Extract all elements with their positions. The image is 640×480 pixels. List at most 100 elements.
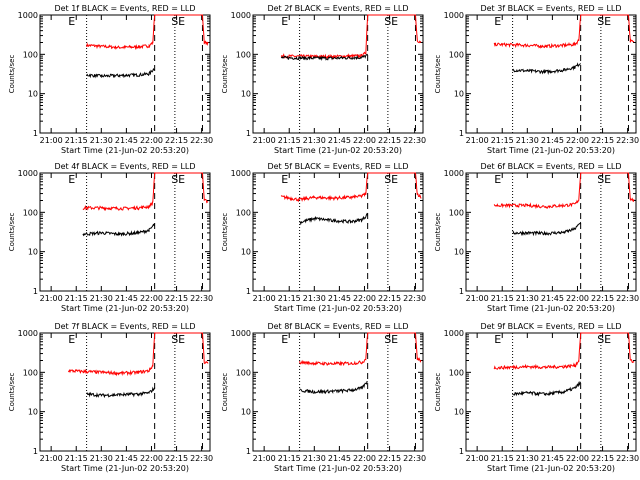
events-series-line bbox=[512, 221, 582, 237]
event-marker-label: SE bbox=[597, 333, 611, 346]
x-tick-label: 21:00 bbox=[466, 136, 489, 145]
x-tick-label: 21:00 bbox=[466, 294, 489, 303]
events-series-line bbox=[82, 223, 156, 237]
lld-series-line bbox=[299, 332, 422, 367]
lld-series-line bbox=[280, 172, 422, 203]
y-tick-label: 100 bbox=[449, 208, 464, 217]
lld-series-line bbox=[493, 332, 635, 370]
x-tick-label: 22:15 bbox=[591, 294, 614, 303]
y-tick-label: 100 bbox=[236, 208, 251, 217]
x-tick-label: 21:30 bbox=[90, 136, 113, 145]
x-tick-label: 22:15 bbox=[591, 136, 614, 145]
x-tick-label: 22:30 bbox=[190, 294, 213, 303]
panel-title: Det 1f BLACK = Events, RED = LLD bbox=[54, 4, 195, 13]
event-marker-label: SE bbox=[171, 333, 185, 346]
x-tick-label: 21:30 bbox=[516, 454, 539, 463]
events-series-line bbox=[86, 68, 155, 79]
event-marker-label: SE bbox=[384, 173, 398, 186]
detector-panel-9: Det 9f BLACK = Events, RED = LLD 1 10 100 10… bbox=[434, 322, 639, 473]
plot-frame bbox=[465, 14, 637, 134]
x-tick-label: 21:45 bbox=[328, 294, 351, 303]
y-tick-label: 100 bbox=[23, 50, 38, 59]
x-tick-label: 21:15 bbox=[491, 136, 514, 145]
plot-frame bbox=[39, 14, 211, 134]
x-tick-label: 22:00 bbox=[353, 136, 376, 145]
x-tick-label: 21:15 bbox=[278, 136, 301, 145]
x-tick-label: 22:15 bbox=[165, 136, 188, 145]
x-tick-label: 22:00 bbox=[353, 294, 376, 303]
plot-frame bbox=[465, 332, 637, 452]
x-tick-label: 21:00 bbox=[40, 454, 63, 463]
lld-series-line bbox=[67, 332, 209, 377]
x-axis-label: Start Time (21-Jun-02 20:53:20) bbox=[61, 464, 189, 473]
event-marker-label: SE bbox=[171, 15, 185, 28]
events-series-line bbox=[86, 386, 156, 399]
x-tick-label: 22:30 bbox=[403, 294, 426, 303]
y-tick-label: 1 bbox=[246, 287, 251, 296]
x-tick-label: 21:30 bbox=[90, 454, 113, 463]
detector-panel-1: Det 1f BLACK = Events, RED = LLD 1 10 100 10… bbox=[8, 4, 213, 155]
y-tick-label: 100 bbox=[236, 368, 251, 377]
x-tick-label: 21:30 bbox=[90, 294, 113, 303]
x-tick-label: 21:15 bbox=[65, 454, 88, 463]
x-tick-label: 21:00 bbox=[466, 454, 489, 463]
panel-title: Det 2f BLACK = Events, RED = LLD bbox=[267, 4, 408, 13]
event-marker-label: SE bbox=[597, 173, 611, 186]
y-axis-label: Counts/sec bbox=[434, 373, 442, 412]
detector-panel-5: Det 5f BLACK = Events, RED = LLD 1 10 100 10… bbox=[221, 162, 426, 313]
x-tick-label: 22:00 bbox=[566, 136, 589, 145]
panel-title: Det 6f BLACK = Events, RED = LLD bbox=[480, 162, 621, 171]
x-tick-label: 21:30 bbox=[303, 294, 326, 303]
x-tick-label: 21:15 bbox=[491, 294, 514, 303]
x-tick-label: 21:45 bbox=[328, 136, 351, 145]
events-series-line bbox=[299, 212, 369, 226]
event-marker-label: E bbox=[68, 173, 75, 186]
y-tick-label: 1000 bbox=[231, 169, 251, 178]
x-tick-label: 21:15 bbox=[65, 294, 88, 303]
x-tick-label: 22:00 bbox=[353, 454, 376, 463]
x-tick-label: 21:45 bbox=[115, 294, 138, 303]
y-tick-label: 1 bbox=[33, 287, 38, 296]
lld-series-line bbox=[86, 14, 209, 51]
event-marker-label: SE bbox=[597, 15, 611, 28]
detector-panel-3: Det 3f BLACK = Events, RED = LLD 1 10 100 10… bbox=[434, 4, 639, 155]
x-tick-label: 21:15 bbox=[278, 294, 301, 303]
x-tick-label: 22:30 bbox=[190, 454, 213, 463]
y-axis-label: Counts/sec bbox=[221, 213, 229, 252]
y-tick-label: 10 bbox=[454, 90, 464, 99]
x-axis-label: Start Time (21-Jun-02 20:53:20) bbox=[487, 146, 615, 155]
y-tick-label: 10 bbox=[454, 248, 464, 257]
event-marker-label: E bbox=[68, 333, 75, 346]
y-tick-label: 1000 bbox=[18, 169, 38, 178]
y-axis-label: Counts/sec bbox=[434, 55, 442, 94]
x-tick-label: 21:00 bbox=[253, 136, 276, 145]
events-series-line bbox=[280, 53, 369, 62]
x-tick-label: 21:00 bbox=[253, 294, 276, 303]
y-axis-label: Counts/sec bbox=[221, 55, 229, 94]
x-axis-label: Start Time (21-Jun-02 20:53:20) bbox=[61, 304, 189, 313]
x-tick-label: 21:30 bbox=[303, 454, 326, 463]
x-tick-label: 22:15 bbox=[378, 136, 401, 145]
panel-title: Det 3f BLACK = Events, RED = LLD bbox=[480, 4, 621, 13]
x-tick-label: 21:15 bbox=[278, 454, 301, 463]
x-axis-label: Start Time (21-Jun-02 20:53:20) bbox=[274, 304, 402, 313]
x-tick-label: 21:45 bbox=[115, 454, 138, 463]
detector-panel-6: Det 6f BLACK = Events, RED = LLD 1 10 100 10… bbox=[434, 162, 639, 313]
y-axis-label: Counts/sec bbox=[8, 373, 16, 412]
x-tick-label: 22:00 bbox=[140, 294, 163, 303]
plot-frame bbox=[39, 332, 211, 452]
event-marker-label: E bbox=[281, 15, 288, 28]
panel-title: Det 5f BLACK = Events, RED = LLD bbox=[267, 162, 408, 171]
y-tick-label: 1000 bbox=[231, 11, 251, 20]
event-marker-label: E bbox=[281, 333, 288, 346]
x-tick-label: 22:00 bbox=[140, 454, 163, 463]
x-axis-label: Start Time (21-Jun-02 20:53:20) bbox=[487, 464, 615, 473]
plot-frame bbox=[39, 172, 211, 292]
x-tick-label: 22:00 bbox=[566, 294, 589, 303]
x-tick-label: 21:30 bbox=[516, 136, 539, 145]
events-series-line bbox=[512, 381, 582, 397]
y-axis-label: Counts/sec bbox=[434, 213, 442, 252]
x-tick-label: 21:00 bbox=[40, 294, 63, 303]
y-axis-label: Counts/sec bbox=[221, 373, 229, 412]
detector-panel-7: Det 7f BLACK = Events, RED = LLD 1 10 100 10… bbox=[8, 322, 213, 473]
